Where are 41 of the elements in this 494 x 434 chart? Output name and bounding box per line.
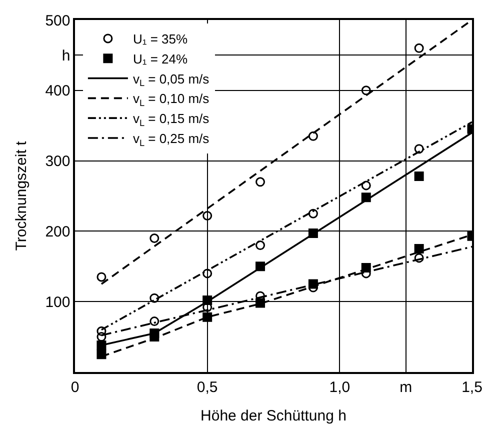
point [361, 86, 371, 96]
x-axis-title: Höhe der Schüttung h [200, 407, 346, 424]
y-tick-label: 400 [45, 82, 70, 100]
legend-label: v$_{L}$ = 0,05 m/s [132, 71, 210, 88]
point [96, 326, 106, 336]
point [202, 268, 212, 278]
legend-label: v$_{L}$ = 0,25 m/s [132, 131, 210, 148]
point [202, 210, 212, 220]
point [150, 316, 160, 326]
y-axis-title: Trocknungszeit t [12, 140, 30, 251]
x-tick-label: m [400, 378, 412, 396]
point [150, 293, 160, 303]
point [414, 244, 424, 254]
point [256, 298, 266, 308]
x-tick-label: 1,5 [462, 378, 482, 396]
point [414, 43, 424, 53]
point [96, 272, 106, 282]
point [96, 332, 106, 342]
y-tick-label: 200 [45, 223, 70, 240]
x-tick-label: 0,5 [196, 378, 218, 396]
legend-label: U₁ = 24% [132, 51, 188, 66]
legend-label: v$_{L}$ = 0,15 m/s [132, 111, 210, 128]
point [256, 240, 266, 250]
x-tick-label: 1,0 [329, 378, 350, 396]
point [361, 180, 371, 190]
legend-label: v$_{L}$ = 0,10 m/s [132, 91, 210, 108]
point [150, 233, 160, 243]
y-tick-label: 500 [45, 12, 70, 30]
y-tick-label: 300 [45, 153, 70, 170]
legend-label: U₁ = 35% [132, 32, 188, 47]
point [414, 144, 424, 154]
x-tick-label: 0 [70, 378, 80, 396]
y-tick-label: h [62, 47, 70, 64]
y-tick-label: 100 [45, 294, 70, 311]
point [414, 172, 424, 182]
point [256, 177, 266, 187]
point [96, 350, 106, 360]
point [308, 131, 318, 141]
point [308, 208, 318, 218]
point [202, 312, 212, 322]
point [414, 253, 424, 263]
